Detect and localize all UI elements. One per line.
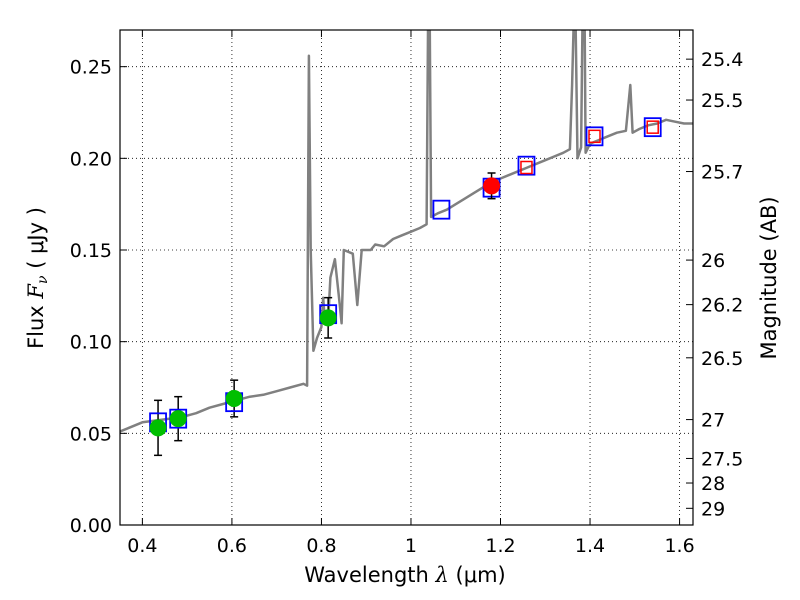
- data-marks: [149, 117, 662, 457]
- observed-point: [149, 419, 167, 437]
- observed-point: [319, 309, 337, 327]
- x-tick-label: 0.4: [127, 535, 157, 557]
- observed-point: [225, 390, 243, 407]
- y-tick-label: 0.25: [70, 57, 112, 79]
- y2-tick-label: 26.5: [701, 348, 743, 370]
- y-tick-label: 0.15: [70, 240, 112, 262]
- red-point: [588, 129, 601, 144]
- y-tick-label: 0.10: [70, 332, 112, 354]
- red-point: [483, 177, 501, 195]
- model-box: [585, 126, 604, 147]
- y-axis-label-text: Flux: [24, 305, 48, 349]
- model-box: [643, 117, 662, 138]
- x-tick-label: 1.2: [485, 535, 515, 557]
- y-axis-subscript: ν: [35, 275, 51, 284]
- y2-tick-label: 25.7: [701, 162, 743, 184]
- y2-tick-label: 25.4: [701, 49, 743, 71]
- y2-tick-label: 27: [701, 410, 725, 432]
- y-axis-title: Flux Fν ( μJy ): [24, 207, 51, 349]
- y2-axis-title: Magnitude (AB): [757, 196, 781, 359]
- x-tick-label: 1: [405, 535, 417, 557]
- red-point: [646, 120, 659, 134]
- y2-tick-label: 25.5: [701, 90, 743, 112]
- x-axis-lambda: λ: [435, 563, 449, 587]
- spectrum-line: [120, 30, 693, 433]
- axis-ticks: 0.4 0.6 0.8 1 1.2 1.4 1.6 0.00 0.05 0.10 0.15 0.20 0…: [70, 30, 743, 557]
- y2-tick-label: 29: [701, 498, 725, 520]
- x-tick-label: 1.4: [575, 535, 605, 557]
- y2-tick-label: 26.2: [701, 295, 743, 317]
- x-axis-title: Wavelength λ (μm): [304, 563, 505, 587]
- model-box: [517, 155, 536, 176]
- y-tick-label: 0.20: [70, 148, 112, 170]
- y2-tick-label: 27.5: [701, 448, 743, 470]
- y-tick-label: 0.05: [70, 423, 112, 445]
- x-tick-label: 0.8: [306, 535, 336, 557]
- y-tick-label: 0.00: [70, 515, 112, 537]
- y2-tick-label: 26: [701, 250, 725, 272]
- plot-area: [120, 30, 693, 457]
- model-box: [432, 199, 451, 220]
- observed-point: [169, 410, 187, 428]
- y-axis-symbol: F: [24, 283, 48, 300]
- grid-lines: [120, 30, 693, 526]
- plot-frame: [119, 29, 694, 526]
- x-axis-label-text: Wavelength: [304, 563, 429, 587]
- x-tick-label: 1.6: [664, 535, 694, 557]
- y2-tick-label: 28: [701, 473, 725, 495]
- x-tick-label: 0.6: [217, 535, 247, 557]
- red-point: [520, 160, 533, 175]
- x-axis-unit: (μm): [456, 563, 506, 587]
- y-axis-unit: ( μJy ): [24, 207, 48, 269]
